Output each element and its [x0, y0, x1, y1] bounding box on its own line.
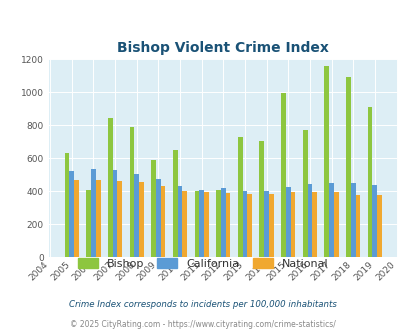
Bar	[247, 194, 252, 257]
Bar	[204, 192, 208, 257]
Title: Bishop Violent Crime Index: Bishop Violent Crime Index	[117, 42, 328, 55]
Bar	[117, 181, 122, 257]
Bar	[264, 191, 269, 257]
Bar	[156, 179, 160, 257]
Bar	[259, 141, 264, 257]
Bar	[199, 190, 204, 257]
Bar	[376, 195, 381, 257]
Bar	[151, 160, 156, 257]
Bar	[129, 127, 134, 257]
Bar	[182, 191, 187, 257]
Bar	[69, 171, 74, 257]
Bar	[225, 193, 230, 257]
Bar	[280, 93, 285, 257]
Bar	[96, 180, 100, 257]
Bar	[350, 183, 355, 257]
Text: © 2025 CityRating.com - https://www.cityrating.com/crime-statistics/: © 2025 CityRating.com - https://www.city…	[70, 320, 335, 329]
Bar	[237, 137, 242, 257]
Bar	[86, 190, 91, 257]
Bar	[285, 187, 290, 257]
Bar	[290, 192, 295, 257]
Bar	[160, 186, 165, 257]
Bar	[302, 130, 307, 257]
Bar	[371, 185, 376, 257]
Bar	[215, 190, 220, 257]
Bar	[134, 174, 139, 257]
Bar	[194, 191, 199, 257]
Bar	[367, 107, 371, 257]
Bar	[74, 180, 79, 257]
Bar	[108, 118, 112, 257]
Bar	[333, 192, 338, 257]
Text: Crime Index corresponds to incidents per 100,000 inhabitants: Crime Index corresponds to incidents per…	[69, 300, 336, 309]
Bar	[355, 195, 360, 257]
Bar	[269, 194, 273, 257]
Bar	[328, 183, 333, 257]
Bar	[112, 170, 117, 257]
Legend: Bishop, California, National: Bishop, California, National	[73, 254, 332, 273]
Bar	[345, 77, 350, 257]
Bar	[311, 192, 316, 257]
Bar	[324, 66, 328, 257]
Bar	[139, 182, 143, 257]
Bar	[220, 188, 225, 257]
Bar	[242, 191, 247, 257]
Bar	[173, 150, 177, 257]
Bar	[91, 169, 96, 257]
Bar	[64, 152, 69, 257]
Bar	[307, 184, 311, 257]
Bar	[177, 185, 182, 257]
